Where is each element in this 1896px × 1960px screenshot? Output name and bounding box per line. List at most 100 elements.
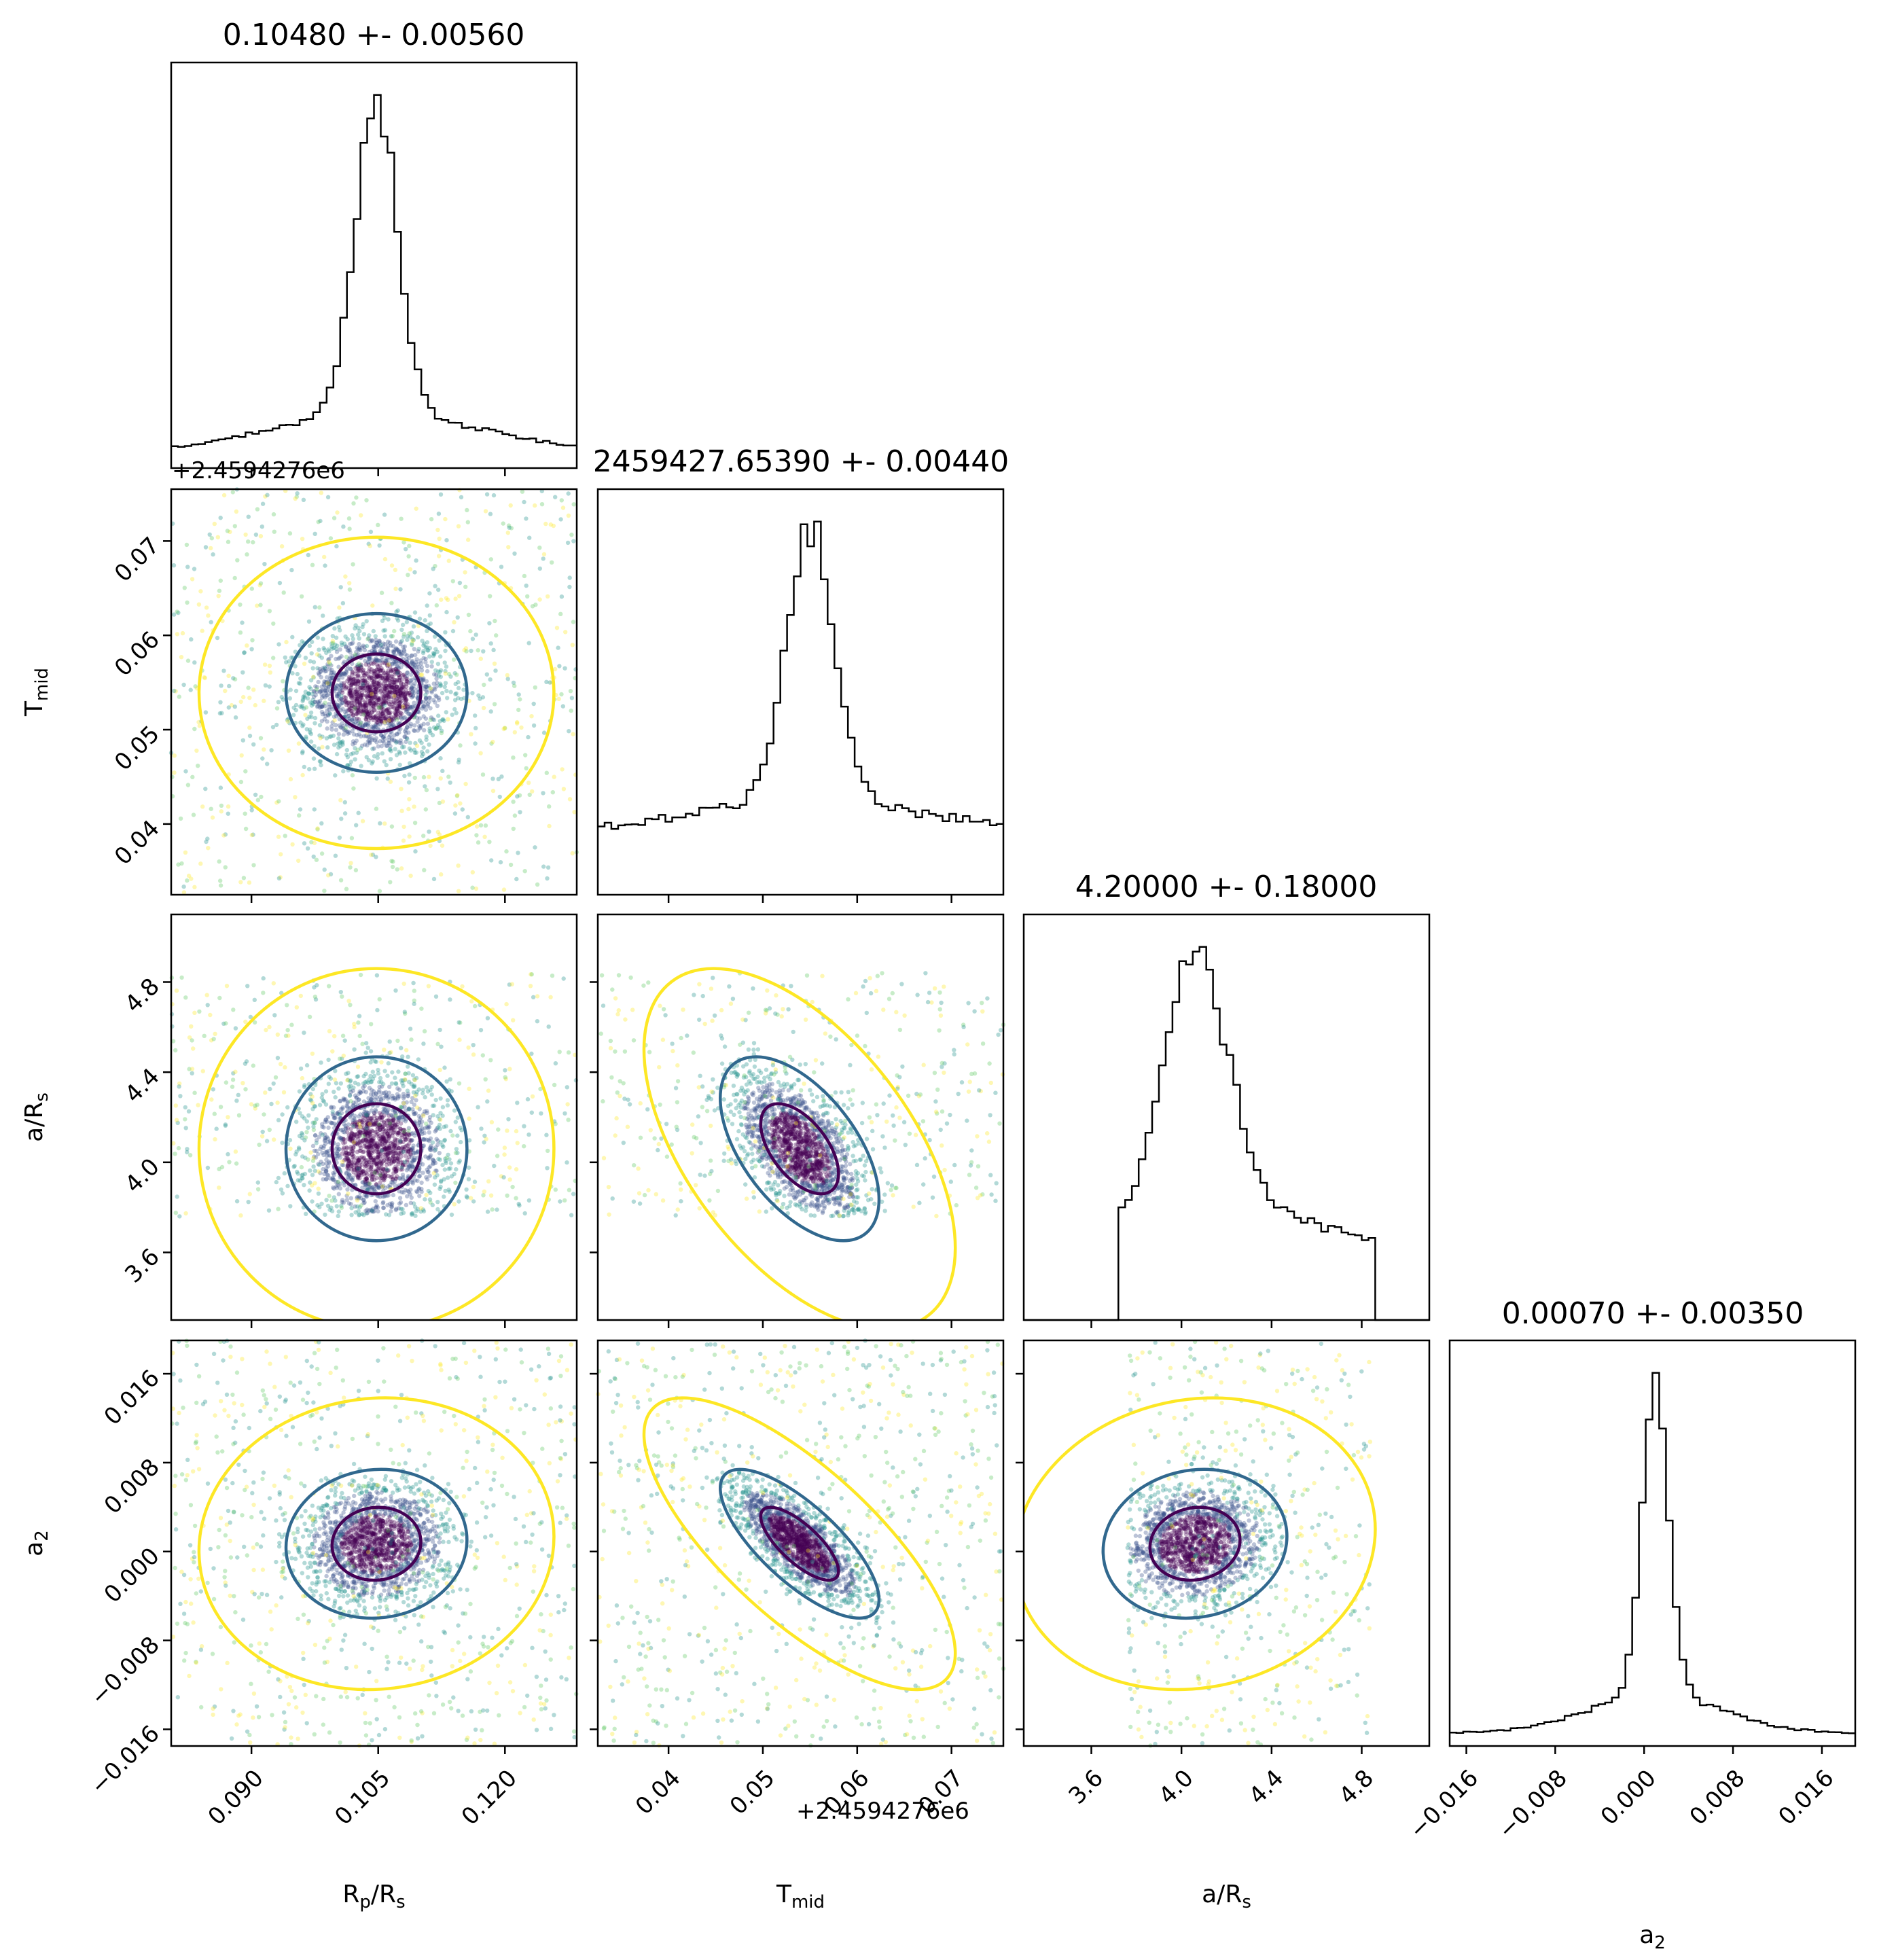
scatter-point xyxy=(372,1144,376,1149)
scatter-point xyxy=(192,726,197,732)
scatter-point xyxy=(488,594,493,599)
scatter-point xyxy=(425,640,430,645)
scatter-point xyxy=(359,734,363,739)
scatter-point xyxy=(272,1013,277,1018)
scatter-point xyxy=(345,755,351,760)
scatter-point xyxy=(384,708,390,713)
scatter-point xyxy=(428,621,433,626)
scatter-point xyxy=(311,660,317,664)
scatter-point xyxy=(310,700,315,706)
scatter-point xyxy=(361,622,365,626)
scatter-point xyxy=(466,1177,471,1181)
scatter-point xyxy=(389,1050,393,1055)
scatter-point xyxy=(376,752,380,757)
scatter-point xyxy=(442,1138,447,1143)
scatter-point xyxy=(335,510,340,515)
scatter-point xyxy=(395,1038,400,1044)
scatter-point xyxy=(432,651,437,656)
scatter-point xyxy=(393,988,398,993)
scatter-point xyxy=(321,1098,325,1103)
scatter-point xyxy=(412,570,417,575)
scatter-point xyxy=(360,669,365,673)
scatter-point xyxy=(444,609,449,615)
scatter-point xyxy=(324,693,329,698)
scatter-point xyxy=(373,714,378,719)
scatter-point xyxy=(391,1118,396,1123)
scatter-point xyxy=(218,700,223,705)
scatter-point xyxy=(293,795,298,800)
scatter-point xyxy=(387,681,393,686)
scatter-point xyxy=(185,600,190,605)
scatter-point xyxy=(300,772,305,778)
scatter-point xyxy=(506,1117,511,1122)
scatter-point xyxy=(344,1071,348,1076)
scatter-point xyxy=(452,620,457,625)
scatter-point xyxy=(294,1120,299,1124)
scatter-point xyxy=(372,1170,377,1175)
scatter-point xyxy=(306,1113,311,1118)
scatter-point xyxy=(417,716,423,721)
scatter-point xyxy=(233,1026,238,1031)
scatter-point xyxy=(312,721,317,726)
scatter-point xyxy=(480,772,486,777)
scatter-point xyxy=(435,662,441,666)
scatter-point xyxy=(406,711,411,716)
scatter-point xyxy=(743,1182,748,1187)
scatter-point xyxy=(407,1164,412,1169)
scatter-point xyxy=(407,746,412,751)
scatter-point xyxy=(382,759,387,764)
scatter-point xyxy=(449,1212,454,1217)
scatter-point xyxy=(465,507,469,513)
scatter-point xyxy=(363,1071,368,1077)
scatter-point xyxy=(285,719,290,724)
scatter-point xyxy=(405,1143,410,1148)
scatter-point xyxy=(352,1024,357,1030)
scatter-point xyxy=(190,1071,194,1076)
scatter-point xyxy=(249,808,254,813)
scatter-point xyxy=(423,784,427,789)
scatter-point xyxy=(525,594,530,599)
scatter-point xyxy=(512,683,517,688)
scatter-point xyxy=(298,1066,304,1071)
scatter-point xyxy=(280,1112,285,1117)
scatter-point xyxy=(296,1171,300,1176)
scatter-point xyxy=(351,751,356,755)
scatter-point xyxy=(276,1175,281,1181)
scatter-point xyxy=(528,984,533,988)
scatter-point xyxy=(356,1166,361,1171)
scatter-point xyxy=(326,647,331,652)
scatter-point xyxy=(408,1027,413,1031)
scatter-point xyxy=(550,560,554,565)
scatter-point xyxy=(346,729,351,734)
scatter-point xyxy=(529,714,534,719)
scatter-point xyxy=(379,702,384,707)
scatter-point xyxy=(397,688,402,692)
scatter-point xyxy=(384,743,389,748)
scatter-point xyxy=(322,717,327,722)
scatter-point xyxy=(355,1065,361,1069)
scatter-point xyxy=(235,558,240,563)
scatter-point xyxy=(176,1145,181,1151)
scatter-point xyxy=(394,732,399,736)
scatter-point xyxy=(429,1092,434,1097)
scatter-point xyxy=(233,1069,238,1074)
scatter-point xyxy=(269,1101,274,1107)
scatter-point xyxy=(348,688,353,693)
scatter-point xyxy=(351,501,356,506)
scatter-point xyxy=(423,692,428,697)
scatter-point xyxy=(469,1196,473,1200)
scatter-point xyxy=(425,1177,430,1182)
scatter-point xyxy=(550,974,555,978)
scatter-panel-1-0 xyxy=(168,487,579,895)
scatter-point xyxy=(231,676,236,681)
scatter-point xyxy=(421,650,426,656)
scatter-point xyxy=(412,1077,417,1083)
scatter-point xyxy=(533,503,537,508)
scatter-point xyxy=(414,743,420,749)
scatter-point xyxy=(423,807,428,812)
scatter-point xyxy=(437,681,443,686)
scatter-point xyxy=(279,694,284,700)
scatter-point xyxy=(478,656,483,661)
scatter-point xyxy=(226,1115,230,1120)
scatter-point xyxy=(440,1162,445,1168)
